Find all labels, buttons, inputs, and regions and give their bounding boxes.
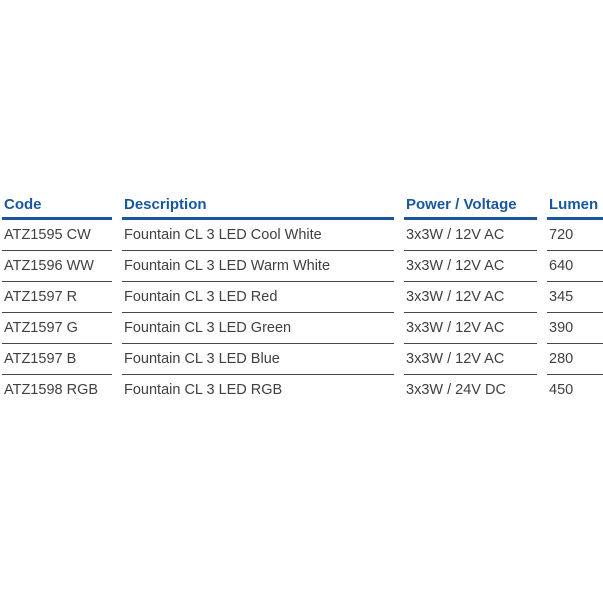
- column-header-code: Code: [2, 195, 112, 220]
- table-row: ATZ1595 CW Fountain CL 3 LED Cool White …: [2, 220, 603, 251]
- cell-lumen: 640: [547, 251, 603, 282]
- cell-code: ATZ1598 RGB: [4, 382, 99, 398]
- column-header-description: Description: [122, 195, 394, 220]
- cell-lumen: 390: [547, 313, 603, 344]
- cell-power-voltage: 3x3W / 12V AC: [404, 282, 537, 313]
- cell-lumen: 450: [549, 382, 574, 398]
- cell-description: Fountain CL 3 LED Green: [122, 313, 394, 344]
- column-header-lumen: Lumen: [547, 195, 603, 220]
- cell-description: Fountain CL 3 LED Red: [122, 282, 394, 313]
- cell-power-voltage: 3x3W / 12V AC: [404, 313, 537, 344]
- table-row: ATZ1596 WW Fountain CL 3 LED Warm White …: [2, 251, 603, 282]
- column-header-power-voltage: Power / Voltage: [404, 195, 537, 220]
- header-row: Code Description Power / Voltage Lumen: [2, 195, 603, 220]
- cell-lumen: 345: [547, 282, 603, 313]
- cell-power-voltage: 3x3W / 12V AC: [404, 220, 537, 251]
- table-row: ATZ1598 RGB Fountain CL 3 LED RGB 3x3W /…: [2, 375, 603, 405]
- cell-code: ATZ1595 CW: [2, 220, 112, 251]
- table-row: ATZ1597 G Fountain CL 3 LED Green 3x3W /…: [2, 313, 603, 344]
- cell-description: Fountain CL 3 LED Blue: [122, 344, 394, 375]
- table-row: ATZ1597 R Fountain CL 3 LED Red 3x3W / 1…: [2, 282, 603, 313]
- cell-description: Fountain CL 3 LED RGB: [124, 382, 283, 398]
- cell-code: ATZ1597 G: [2, 313, 112, 344]
- cell-lumen: 280: [547, 344, 603, 375]
- cell-code: ATZ1597 R: [2, 282, 112, 313]
- cell-description: Fountain CL 3 LED Cool White: [122, 220, 394, 251]
- product-spec-table: Code Description Power / Voltage Lumen A…: [0, 195, 603, 405]
- cell-power-voltage: 3x3W / 12V AC: [404, 344, 537, 375]
- table-row: ATZ1597 B Fountain CL 3 LED Blue 3x3W / …: [2, 344, 603, 375]
- cell-code: ATZ1597 B: [2, 344, 112, 375]
- cell-description: Fountain CL 3 LED Warm White: [122, 251, 394, 282]
- cell-power-voltage: 3x3W / 24V DC: [406, 382, 506, 398]
- cell-code: ATZ1596 WW: [2, 251, 112, 282]
- cell-power-voltage: 3x3W / 12V AC: [404, 251, 537, 282]
- cell-lumen: 720: [547, 220, 603, 251]
